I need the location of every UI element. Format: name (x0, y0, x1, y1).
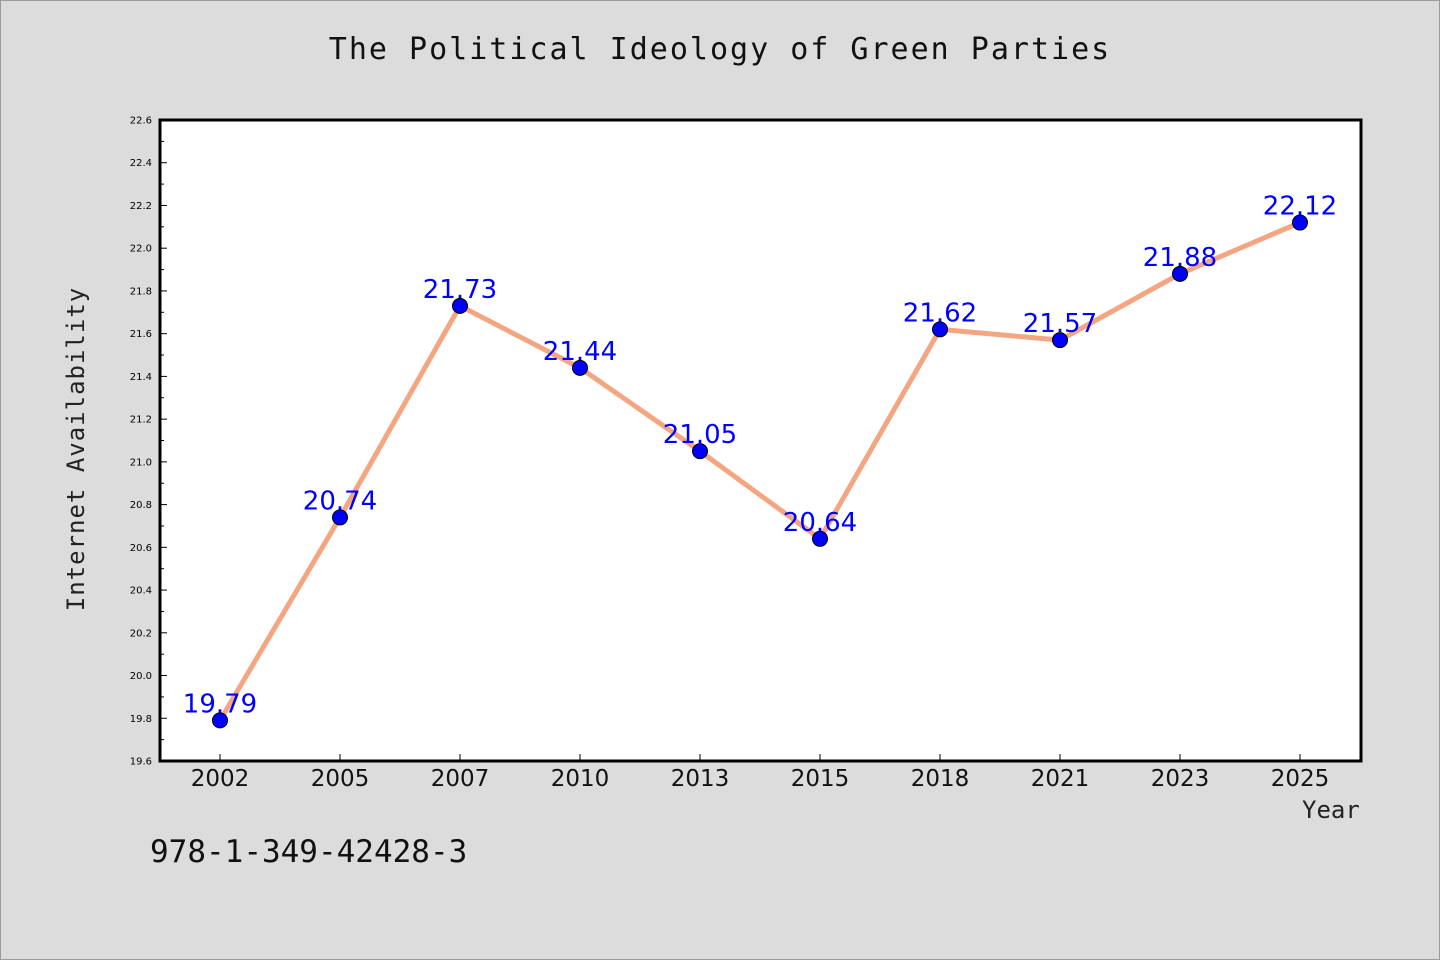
x-tick-label: 2023 (1151, 766, 1210, 792)
data-label: 21.88 (1143, 243, 1217, 273)
isbn-text: 978-1-349-42428-3 (150, 834, 468, 870)
x-tick-label: 2013 (671, 766, 730, 792)
data-label: 19.79 (183, 689, 257, 719)
data-point (572, 359, 588, 376)
data-point (452, 297, 468, 314)
data-label: 20.64 (783, 508, 857, 538)
x-tick-label: 2021 (1031, 766, 1090, 792)
data-point (1292, 214, 1308, 231)
plot-border (158, 118, 1363, 763)
data-label: 21.57 (1023, 309, 1097, 339)
data-label: 20.74 (303, 486, 377, 516)
y-tick-label: 22.6 (130, 116, 152, 127)
chart-title: The Political Ideology of Green Parties (328, 32, 1112, 67)
data-point (812, 530, 828, 547)
data-label: 21.73 (423, 275, 497, 305)
data-point (212, 712, 228, 729)
series-line (217, 220, 1303, 723)
y-tick-label: 20.0 (130, 671, 152, 682)
data-label: 21.62 (903, 298, 977, 328)
data-label: 21.05 (663, 420, 737, 450)
data-point (332, 509, 348, 526)
plot-area (160, 120, 1361, 761)
y-tick-label: 21.2 (130, 415, 152, 426)
x-tick-label: 2010 (551, 766, 610, 792)
data-point (692, 443, 708, 460)
y-tick-label: 21.8 (130, 286, 152, 297)
y-tick-label: 22.2 (130, 201, 152, 212)
x-tick-label: 2025 (1271, 766, 1330, 792)
y-tick-label: 22.4 (130, 158, 152, 169)
data-point (932, 321, 948, 338)
y-tick-label: 21.0 (130, 457, 152, 468)
data-label: 22.12 (1263, 192, 1337, 222)
x-tick-label: 2002 (191, 766, 250, 792)
x-tick-label: 2015 (791, 766, 850, 792)
data-label: 21.44 (543, 337, 617, 367)
y-tick-label: 20.6 (130, 543, 152, 554)
y-tick-label: 21.4 (130, 372, 152, 383)
data-point (1052, 332, 1068, 349)
x-tick-label: 2005 (311, 766, 370, 792)
y-tick-label: 20.8 (130, 500, 152, 511)
y-tick-label: 19.8 (130, 714, 152, 725)
y-tick-label: 22.0 (130, 244, 152, 255)
y-tick-label: 21.6 (130, 329, 152, 340)
y-tick-label: 20.4 (130, 586, 152, 597)
data-point (1172, 265, 1188, 282)
y-tick-label: 19.6 (130, 757, 152, 768)
x-tick-label: 2007 (431, 766, 490, 792)
x-tick-label: 2018 (911, 766, 970, 792)
y-tick-label: 20.2 (130, 628, 152, 639)
x-axis-label: Year (1302, 796, 1360, 824)
